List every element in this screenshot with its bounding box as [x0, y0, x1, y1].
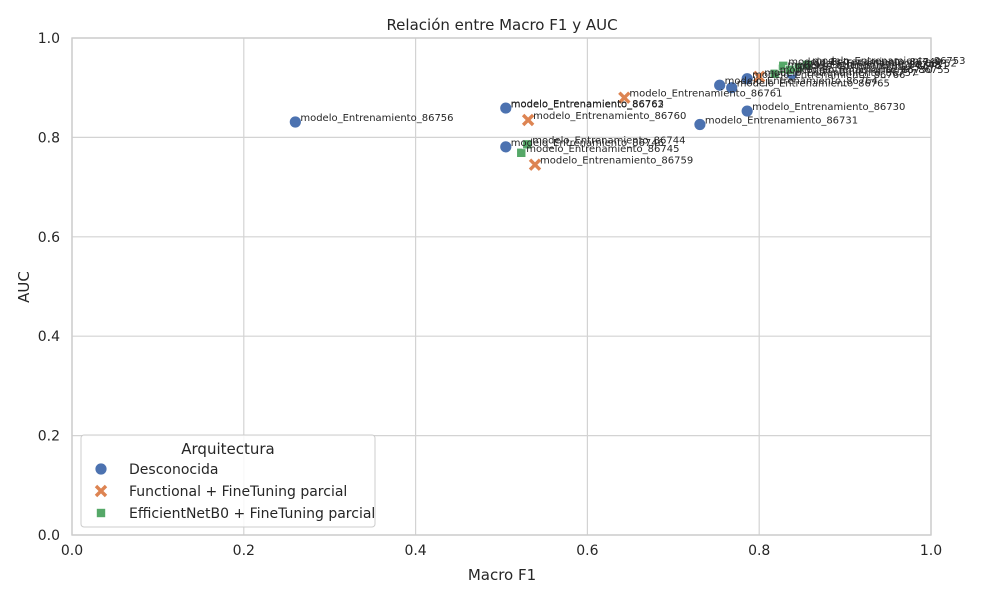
legend-entry-label: EfficientNetB0 + FineTuning parcial — [129, 506, 375, 522]
y-tick-label: 0.8 — [38, 130, 60, 146]
data-point-label: modelo_Entrenamiento_86765 — [737, 79, 890, 90]
data-point-label: modelo_Entrenamiento_86730 — [752, 102, 905, 113]
data-point-label: modelo_Entrenamiento_86746 — [511, 138, 664, 149]
y-tick-label: 1.0 — [38, 31, 60, 47]
legend-entry-label: Functional + FineTuning parcial — [129, 484, 347, 500]
data-point — [499, 101, 513, 115]
y-tick-label: 0.6 — [38, 230, 60, 246]
data-point-label: modelo_Entrenamiento_86744 — [532, 135, 685, 146]
data-point — [713, 78, 727, 92]
data-point-label: modelo_Entrenamiento_86731 — [705, 115, 858, 126]
legend-entry-label: Desconocida — [129, 462, 218, 478]
legend-box — [80, 434, 376, 528]
data-point-label: modelo_Entrenamiento_86750 — [780, 65, 933, 76]
data-point — [288, 115, 302, 129]
data-point-label: modelo_Entrenamiento_86753 — [812, 56, 965, 67]
y-tick-label: 0.4 — [38, 329, 60, 345]
data-point — [618, 91, 631, 104]
data-point — [522, 139, 533, 150]
data-point-label: modelo_Entrenamiento_86766 — [752, 70, 905, 81]
data-point-label: modelo_Entrenamiento_86745 — [526, 144, 679, 155]
data-point — [499, 140, 513, 154]
y-tick-label: 0.0 — [38, 528, 60, 544]
data-point — [725, 81, 739, 95]
data-point-label: modelo_Entrenamiento_86748 — [787, 60, 940, 71]
data-point — [769, 68, 780, 79]
x-tick-label: 0.4 — [404, 543, 426, 559]
data-point-label: modelo_Entrenamiento_86759 — [540, 156, 693, 167]
data-point-label: modelo_Entrenamiento_86760 — [533, 111, 686, 122]
data-point — [516, 148, 527, 158]
data-point-label: modelo_Entrenamiento_86749 — [788, 57, 941, 68]
legend-marker — [96, 508, 106, 518]
plot-area: 0.0 0.2 0.4 0.6 0.8 1.0 0.0 0.2 0.4 0.6 0.8 1.0 mode… — [38, 31, 966, 559]
y-axis-title: AUC — [15, 271, 33, 303]
x-tick-label: 0.6 — [576, 543, 598, 559]
axes-frame — [71, 37, 932, 536]
legend: Arquitectura Desconocida Functional + Fine… — [80, 434, 376, 528]
x-tick-label: 1.0 — [920, 543, 942, 559]
data-point — [752, 70, 766, 83]
data-point-label: modelo_Entrenamiento_86764 — [725, 76, 878, 87]
chart-title: Relación entre Macro F1 y AUC — [386, 16, 617, 34]
data-point — [521, 113, 535, 127]
legend-title: Arquitectura — [181, 440, 274, 458]
x-tick-label: 0.8 — [748, 543, 770, 559]
y-tick-label: 0.2 — [38, 429, 60, 445]
data-point-label: modelo_Entrenamiento_86761 — [629, 89, 782, 100]
legend-marker — [94, 462, 108, 476]
data-point — [693, 118, 707, 131]
data-point-label: modelo_Entrenamiento_86755 — [797, 65, 950, 76]
data-point-label: modelo_Entrenamiento_86757 — [764, 68, 917, 79]
x-tick-label: 0.2 — [233, 543, 255, 559]
data-point — [740, 104, 754, 118]
data-point-label: modelo_Entrenamiento_86756 — [300, 113, 453, 124]
x-tick-label: 0.0 — [61, 543, 83, 559]
data-point — [740, 72, 754, 86]
legend-marker — [94, 484, 108, 498]
data-point — [528, 158, 542, 171]
data-point — [802, 60, 813, 70]
data-point-label: modelo_Entrenamiento_86762 — [511, 100, 664, 111]
data-point-label: modelo_Entrenamiento_86751 — [795, 61, 948, 72]
data-point-label: modelo_Entrenamiento_86763 — [511, 99, 664, 110]
x-axis-title: Macro F1 — [468, 566, 536, 584]
data-point-label: modelo_Entrenamiento_86752 — [804, 58, 957, 69]
